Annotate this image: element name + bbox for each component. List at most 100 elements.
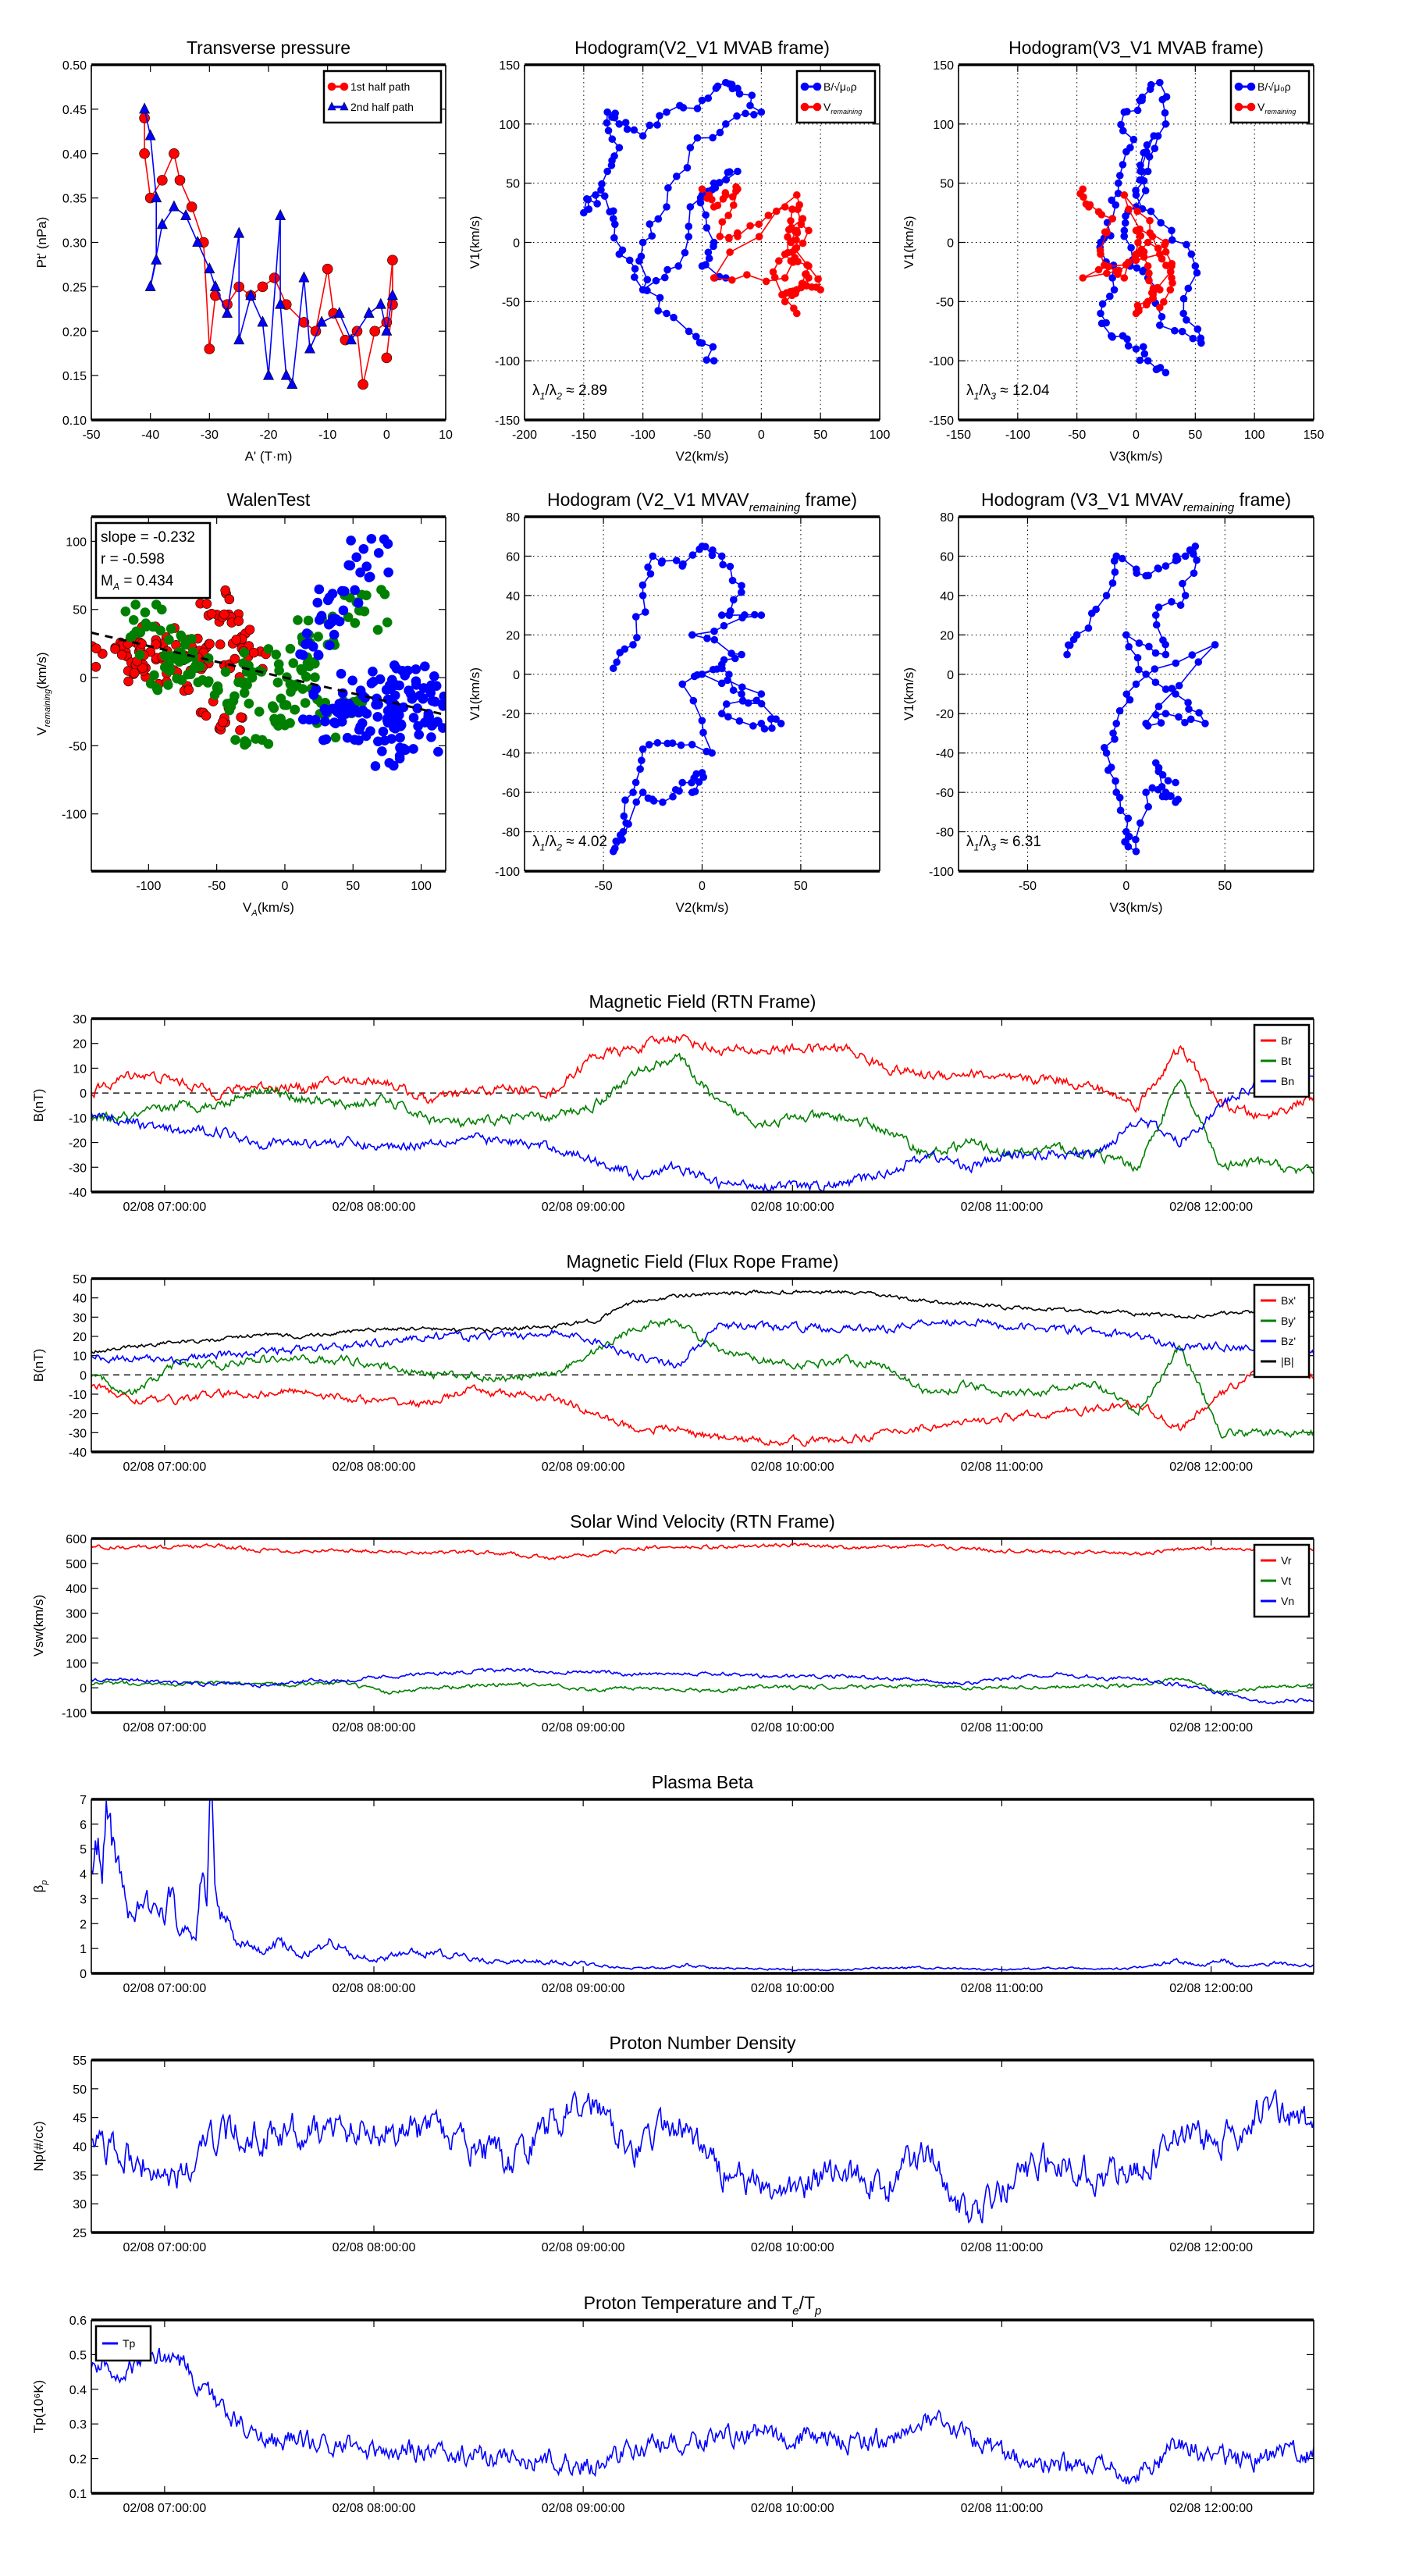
series-line [91,1799,1314,1972]
data-point [343,612,354,622]
x-tick-label: 02/08 10:00:00 [751,1721,834,1735]
data-point [353,598,364,608]
data-point [693,133,702,142]
x-axis-label: A' (T·m) [245,449,293,464]
series [609,543,785,856]
eigenvalue-ratio-annotation-part: ≈ 6.31 [996,834,1041,850]
legend-marker [1234,102,1243,112]
x-tick-label: 02/08 11:00:00 [961,1461,1044,1474]
chart-title: Plasma Beta [652,1772,754,1792]
data-point [303,615,314,626]
data-point [1108,215,1116,222]
data-point [231,635,242,645]
data-point [375,297,386,309]
data-point [669,792,677,801]
legend-label-part: Bn [1281,1075,1294,1087]
eigenvalue-ratio-annotation-part: ≈ 4.02 [562,834,607,850]
data-point [632,798,641,806]
series-line [91,1677,1314,1695]
y-tick-label: 200 [66,1632,87,1646]
x-tick-label: 02/08 12:00:00 [1169,1201,1253,1214]
y-axis-label: Vsw(km/s) [31,1595,46,1656]
data-point [149,670,159,681]
data-point [334,616,345,627]
legend-label: 1st half path [350,80,410,93]
data-point [1097,309,1104,318]
data-point [1145,276,1153,285]
legend-label-part: Bz' [1281,1335,1296,1347]
data-point [725,611,734,619]
data-point [659,798,667,806]
data-point [204,262,215,274]
data-point [1133,569,1140,578]
y-tick-label: 0 [947,237,954,251]
data-point [610,233,618,242]
data-point [580,208,588,217]
x-tick-label: -50 [693,429,711,442]
data-point [620,812,628,820]
data-point [675,787,683,795]
data-point [164,666,174,676]
data-point [254,706,265,717]
legend-marker [813,82,822,91]
data-point [746,222,754,230]
data-point [1127,244,1135,252]
chart-title-part: Magnetic Field (Flux Rope Frame) [567,1251,839,1272]
stats-line: MA = 0.434 [101,573,174,592]
y-tick-label: 400 [66,1583,87,1596]
legend-label: Bx' [1281,1294,1296,1307]
data-point [702,211,710,219]
data-point [788,223,795,232]
legend-label: Br [1281,1034,1292,1047]
plot-area [91,1289,1314,1447]
data-point [139,148,150,159]
data-point [144,279,156,291]
eigenvalue-ratio-annotation-part: 3 [991,391,996,402]
y-tick-label: 30 [73,2198,87,2211]
data-point [1133,653,1142,662]
data-point [638,132,647,140]
data-point [715,179,724,187]
plot-area [91,1034,1314,1192]
data-point [1168,279,1176,287]
data-point [1097,211,1106,219]
x-tick-label: -50 [1019,880,1037,893]
x-tick-label: -50 [1068,429,1086,442]
x-tick-label: 02/08 11:00:00 [961,1201,1044,1214]
data-point [325,619,335,629]
data-point [702,224,711,232]
data-point [757,690,766,698]
x-tick-label: 02/08 11:00:00 [961,1982,1044,1995]
data-point [644,563,652,571]
data-point [377,746,387,756]
x-tick-label: 0 [383,429,390,442]
data-point [1138,167,1146,176]
data-point [298,714,308,724]
data-point [375,674,386,685]
eigenvalue-ratio-annotation: λ1/λ3 ≈ 6.31 [966,834,1041,853]
data-point [394,751,405,761]
data-point [1151,649,1160,657]
legend-label: Vremaining [1257,101,1296,116]
y-tick-label: 6 [80,1819,87,1832]
y-tick-label: 0.3 [69,2418,87,2432]
data-point [744,699,752,707]
data-point [734,233,742,240]
data-point [449,713,458,722]
data-point [615,144,624,151]
chart-title: Magnetic Field (Flux Rope Frame) [567,1251,839,1272]
data-point [91,643,101,653]
plot-area [91,1799,1314,1972]
y-axis-label-part: Np(#/cc) [31,2121,46,2171]
legend-label-part: Tp [123,2337,136,2350]
stats-line-part: = 0.434 [119,573,174,589]
data-point [130,600,140,610]
x-tick-label: 0 [282,880,289,893]
data-point [638,581,647,589]
x-tick-label: 02/08 09:00:00 [542,2502,625,2515]
y-axis-label-part: V [34,727,49,736]
data-point [313,650,324,660]
y-axis-label: Vremaining(km/s) [34,652,52,735]
data-point [381,324,393,336]
series [295,533,458,771]
